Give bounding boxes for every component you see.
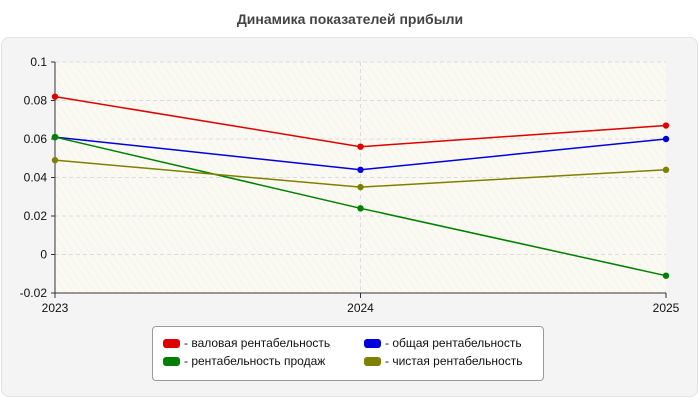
- legend-swatch-net: [364, 356, 381, 366]
- legend-item-sales: - рентабельность продаж: [163, 354, 325, 368]
- chart-title: Динамика показателей прибыли: [236, 11, 464, 27]
- series-lines: [51, 93, 670, 279]
- data-point-4-2: [357, 183, 364, 191]
- data-point-4-3: [662, 166, 670, 173]
- data-point-2-3: [662, 135, 670, 143]
- data-point-1-2: [357, 143, 364, 150]
- y-tick-label: -0.02: [20, 286, 48, 300]
- x-tick-label: 2024: [347, 301, 374, 315]
- y-tick-label: 0.1: [30, 55, 47, 69]
- legend-item-gross: - валовая рентабельность: [163, 336, 330, 350]
- legend-swatch-gross: [163, 338, 180, 348]
- x-tick-label: 2025: [653, 301, 680, 315]
- y-tick-label: 0.08: [24, 94, 48, 108]
- legend-swatch-overall: [364, 338, 381, 348]
- y-tick-label: 0: [40, 248, 47, 262]
- grid-lines: [55, 61, 666, 293]
- x-tick-label: 2023: [42, 301, 69, 315]
- data-point-1-1: [51, 93, 59, 100]
- y-tick-label: 0.04: [24, 171, 48, 185]
- legend-label-sales: - рентабельность продаж: [184, 354, 326, 368]
- legend-label-net: - чистая рентабельность: [385, 354, 523, 368]
- y-tick-label: 0.02: [24, 209, 48, 223]
- legend-item-net: - чистая рентабельность: [364, 354, 522, 368]
- data-point-3-1: [51, 133, 59, 141]
- legend-swatch-sales: [163, 356, 180, 366]
- legend-label-overall: - общая рентабельность: [385, 336, 522, 350]
- data-point-4-1: [51, 156, 59, 164]
- legend-label-gross: - валовая рентабельность: [184, 336, 331, 350]
- y-tick-label: 0.06: [24, 132, 48, 146]
- data-point-3-3: [662, 272, 670, 279]
- data-point-3-2: [357, 205, 364, 212]
- legend-item-overall: - общая рентабельность: [364, 336, 522, 350]
- axes: [51, 61, 667, 298]
- legend: - валовая рентабельность - общая рентабе…: [152, 326, 544, 381]
- data-point-1-3: [662, 122, 670, 129]
- data-point-2-2: [357, 166, 364, 173]
